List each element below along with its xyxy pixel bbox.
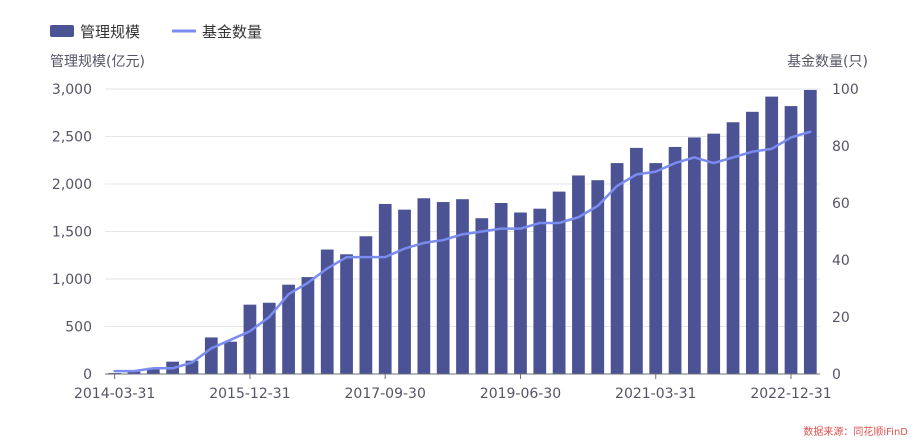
bar xyxy=(688,137,701,374)
bar xyxy=(514,212,527,374)
fund-count-line xyxy=(113,130,812,373)
y-right-axis-title: 基金数量(只) xyxy=(787,53,868,70)
x-tick-label: 2021-03-31 xyxy=(615,386,696,402)
y-left-ticks: 0 500 1,000 1,500 2,000 2,500 3,000 xyxy=(52,82,92,383)
bar xyxy=(765,96,779,374)
legend-line-label: 基金数量 xyxy=(202,23,262,41)
bar xyxy=(494,203,508,374)
bar xyxy=(610,163,624,374)
y-left-tick-label: 2,000 xyxy=(52,177,92,193)
bar xyxy=(243,304,257,374)
y-left-axis-title: 管理规模(亿元) xyxy=(50,54,145,70)
bar xyxy=(146,367,160,374)
bar xyxy=(745,111,759,375)
bar xyxy=(340,254,353,374)
bar xyxy=(533,208,547,374)
data-source-note: 数据来源：同花顺iFinD xyxy=(803,425,908,438)
x-tick-label: 2019-06-30 xyxy=(480,386,561,402)
y-right-tick-label: 100 xyxy=(832,82,859,98)
bar xyxy=(378,203,392,374)
legend-bar-label: 管理规模 xyxy=(80,23,140,41)
y-right-tick-label: 80 xyxy=(832,139,850,155)
y-left-tick-label: 500 xyxy=(65,320,92,336)
bar xyxy=(224,341,237,374)
bar xyxy=(552,191,566,374)
legend-bar-swatch xyxy=(50,25,74,37)
bar xyxy=(475,218,489,374)
bar xyxy=(784,106,798,374)
bar xyxy=(668,146,682,374)
y-right-tick-label: 60 xyxy=(832,196,850,212)
bar xyxy=(301,277,315,374)
bar xyxy=(127,371,141,375)
y-right-tick-label: 40 xyxy=(832,253,850,269)
x-tick-label: 2017-09-30 xyxy=(345,386,426,402)
y-left-tick-label: 3,000 xyxy=(52,82,92,98)
bar-series xyxy=(108,89,817,375)
legend[interactable]: 管理规模 基金数量 xyxy=(50,23,262,41)
bar xyxy=(204,337,218,374)
y-right-tick-label: 0 xyxy=(832,367,841,383)
line-series xyxy=(113,130,812,373)
y-left-tick-label: 1,000 xyxy=(52,272,92,288)
bar xyxy=(398,209,411,374)
bar xyxy=(359,236,373,374)
bar xyxy=(803,89,817,374)
bar xyxy=(320,249,334,374)
bar xyxy=(417,198,431,374)
x-ticks: 2014-03-31 2015-12-31 2017-09-30 2019-06-30… xyxy=(74,374,832,402)
bar xyxy=(726,122,740,374)
y-left-tick-label: 2,500 xyxy=(52,130,92,146)
y-right-tick-label: 20 xyxy=(832,310,850,326)
y-left-tick-label: 1,500 xyxy=(52,225,92,241)
bar xyxy=(282,284,295,374)
x-tick-label: 2022-12-31 xyxy=(750,386,831,402)
x-tick-label: 2014-03-31 xyxy=(74,386,155,402)
y-left-tick-label: 0 xyxy=(83,367,92,383)
bar xyxy=(630,147,643,374)
bar xyxy=(456,199,469,374)
bar xyxy=(572,175,585,374)
bar xyxy=(649,163,663,374)
bar xyxy=(436,202,450,374)
y-right-ticks: 0 20 40 60 80 100 xyxy=(832,82,859,383)
x-tick-label: 2015-12-31 xyxy=(209,386,290,402)
bar xyxy=(591,180,605,374)
bar xyxy=(707,133,721,374)
